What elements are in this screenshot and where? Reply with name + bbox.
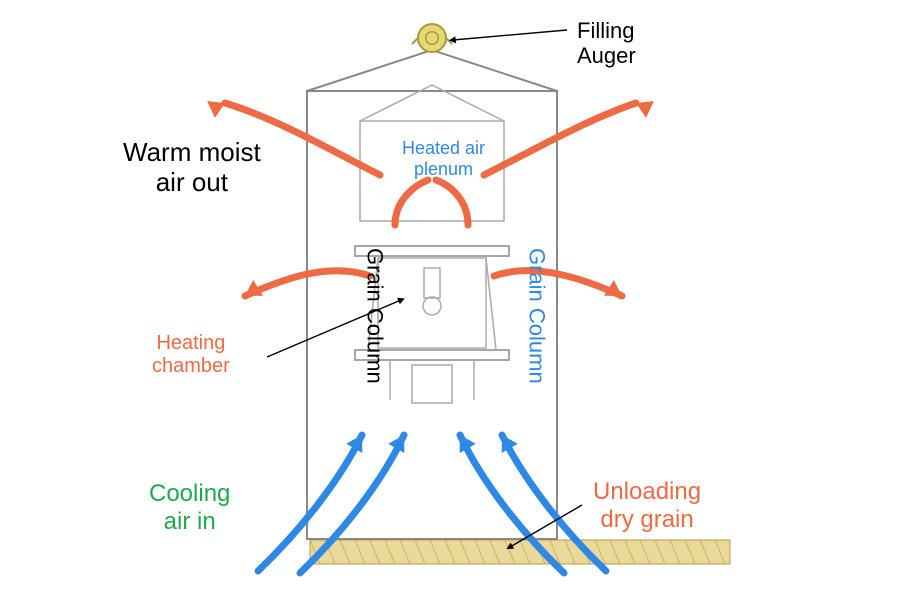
label-cooling-air-in: Cooling air in [149,480,230,535]
label-filling-auger: Filling Auger [577,18,636,69]
diagram-svg [0,0,900,600]
label-grain-column-left: Grain Column [362,248,387,384]
label-heated-air-plenum: Heated air plenum [402,138,485,179]
label-unloading-dry-grain: Unloading dry grain [593,478,701,533]
label-grain-column-right: Grain Column [524,248,549,384]
label-heating-chamber: Heating chamber [152,332,230,378]
grain-dryer-diagram: { "type": "infographic", "canvas": {"wid… [0,0,900,600]
label-warm-moist-air-out: Warm moist air out [123,138,261,198]
